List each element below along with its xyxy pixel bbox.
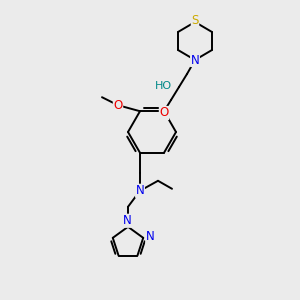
Text: O: O: [113, 99, 123, 112]
Text: HO: HO: [154, 81, 172, 91]
Text: N: N: [190, 53, 200, 67]
Text: N: N: [123, 214, 131, 227]
Text: S: S: [191, 14, 199, 28]
Text: O: O: [159, 106, 169, 119]
Text: N: N: [146, 230, 154, 243]
Text: N: N: [136, 184, 144, 197]
